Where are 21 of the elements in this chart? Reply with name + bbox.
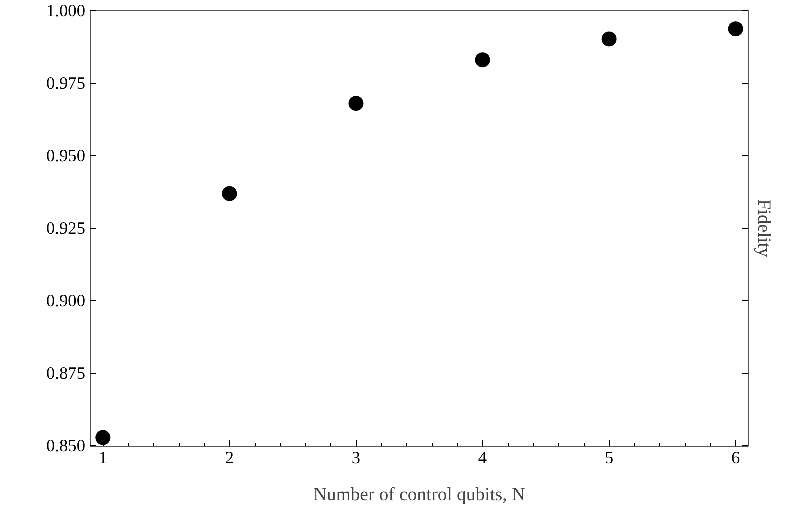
point [475, 52, 490, 68]
x-tick-label: 6 [732, 448, 741, 468]
point [728, 22, 744, 37]
x-tick-label: 1 [98, 448, 108, 468]
point [222, 186, 238, 202]
point [348, 96, 364, 112]
y-tick-label: 0.925 [46, 219, 86, 238]
x-tick-label: 2 [225, 448, 234, 468]
y-tick-label: 0.975 [46, 74, 86, 94]
point [96, 430, 111, 446]
y-tick-label: 0.875 [46, 364, 86, 384]
y-axis-title: Fidelity [754, 199, 774, 258]
y-tick-label: 0.900 [46, 292, 86, 311]
y-tick-label: 1.000 [46, 2, 86, 20]
y-tick-label: 0.950 [46, 146, 86, 166]
point [602, 32, 617, 47]
x-tick-label: 5 [604, 448, 614, 468]
x-tick-label: 3 [352, 448, 361, 468]
x-tick-label: 4 [478, 448, 488, 468]
y-tick-label: 0.850 [46, 436, 86, 456]
x-axis-title: Number of control qubits, N [314, 484, 526, 506]
